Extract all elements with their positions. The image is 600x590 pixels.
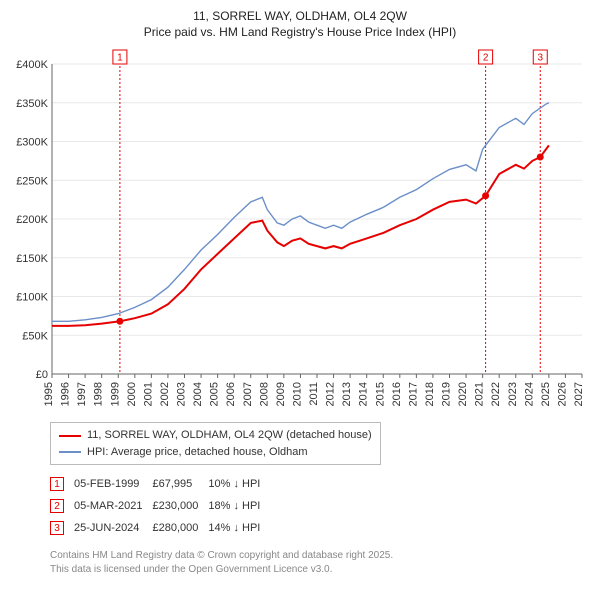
transaction-marker: 3: [50, 521, 64, 535]
svg-text:2000: 2000: [126, 382, 138, 406]
chart-container: 11, SORREL WAY, OLDHAM, OL4 2QW Price pa…: [0, 0, 600, 586]
svg-text:2023: 2023: [507, 382, 519, 406]
svg-text:2015: 2015: [374, 382, 386, 406]
transaction-price: £230,000: [152, 495, 208, 517]
svg-text:£150K: £150K: [16, 253, 48, 265]
svg-text:2002: 2002: [159, 382, 171, 406]
svg-text:£250K: £250K: [16, 176, 48, 188]
plot-area: £0 £50K £100K £150K £200K £250K £300K £350K £400…: [10, 46, 590, 416]
svg-text:2007: 2007: [242, 382, 254, 406]
footer-line-1: Contains HM Land Registry data © Crown c…: [50, 549, 590, 563]
legend-swatch: [59, 435, 81, 437]
title-line-1: 11, SORREL WAY, OLDHAM, OL4 2QW: [10, 8, 590, 24]
svg-text:1996: 1996: [60, 382, 72, 406]
svg-text:£400K: £400K: [16, 59, 48, 71]
footer-note: Contains HM Land Registry data © Crown c…: [50, 549, 590, 576]
svg-text:2019: 2019: [441, 382, 453, 406]
svg-text:2012: 2012: [325, 382, 337, 406]
series-hpi: [52, 103, 549, 321]
table-row: 3 25-JUN-2024£280,00014% ↓ HPI: [50, 517, 270, 539]
svg-text:2026: 2026: [556, 382, 568, 406]
svg-text:2003: 2003: [176, 382, 188, 406]
svg-text:2008: 2008: [258, 382, 270, 406]
svg-text:2016: 2016: [391, 382, 403, 406]
svg-text:2: 2: [483, 53, 489, 64]
title-line-2: Price paid vs. HM Land Registry's House …: [10, 24, 590, 40]
svg-text:2005: 2005: [209, 382, 221, 406]
svg-text:2014: 2014: [358, 382, 370, 406]
transactions-table: 1 05-FEB-1999£67,99510% ↓ HPI 2 05-MAR-2021…: [50, 473, 270, 539]
legend: 11, SORREL WAY, OLDHAM, OL4 2QW (detache…: [50, 422, 381, 465]
svg-text:£100K: £100K: [16, 292, 48, 304]
svg-text:2020: 2020: [457, 382, 469, 406]
svg-text:1999: 1999: [109, 382, 121, 406]
svg-text:2004: 2004: [192, 382, 204, 406]
transaction-marker: 1: [50, 477, 64, 491]
legend-label: 11, SORREL WAY, OLDHAM, OL4 2QW (detache…: [87, 427, 372, 444]
svg-text:2011: 2011: [308, 382, 320, 406]
transaction-delta: 18% ↓ HPI: [208, 495, 270, 517]
transaction-date: 05-MAR-2021: [74, 495, 152, 517]
svg-text:£200K: £200K: [16, 214, 48, 226]
chart-svg: £0 £50K £100K £150K £200K £250K £300K £350K £400…: [10, 46, 590, 416]
svg-text:2010: 2010: [291, 382, 303, 406]
svg-text:2027: 2027: [573, 382, 585, 406]
transaction-point: [537, 154, 544, 161]
svg-text:2024: 2024: [523, 382, 535, 406]
legend-swatch: [59, 451, 81, 453]
legend-label: HPI: Average price, detached house, Oldh…: [87, 444, 308, 461]
svg-text:2001: 2001: [142, 382, 154, 406]
svg-text:2006: 2006: [225, 382, 237, 406]
transaction-price: £280,000: [152, 517, 208, 539]
legend-item: 11, SORREL WAY, OLDHAM, OL4 2QW (detache…: [59, 427, 372, 444]
transaction-price: £67,995: [152, 473, 208, 495]
transaction-delta: 14% ↓ HPI: [208, 517, 270, 539]
svg-text:£0: £0: [36, 369, 48, 381]
transaction-delta: 10% ↓ HPI: [208, 473, 270, 495]
svg-text:1997: 1997: [76, 382, 88, 406]
series-price_paid: [52, 146, 549, 327]
svg-text:2009: 2009: [275, 382, 287, 406]
legend-item: HPI: Average price, detached house, Oldh…: [59, 444, 372, 461]
svg-text:2013: 2013: [341, 382, 353, 406]
transaction-point: [482, 193, 489, 200]
svg-text:3: 3: [537, 53, 543, 64]
svg-text:1995: 1995: [43, 382, 55, 406]
svg-text:2018: 2018: [424, 382, 436, 406]
table-row: 2 05-MAR-2021£230,00018% ↓ HPI: [50, 495, 270, 517]
svg-text:2025: 2025: [540, 382, 552, 406]
svg-text:£350K: £350K: [16, 98, 48, 110]
transaction-point: [116, 318, 123, 325]
svg-text:1: 1: [117, 53, 123, 64]
transaction-marker: 2: [50, 499, 64, 513]
footer-line-2: This data is licensed under the Open Gov…: [50, 563, 590, 577]
svg-text:£50K: £50K: [22, 331, 48, 343]
chart-title: 11, SORREL WAY, OLDHAM, OL4 2QW Price pa…: [10, 8, 590, 40]
transaction-date: 05-FEB-1999: [74, 473, 152, 495]
svg-text:2022: 2022: [490, 382, 502, 406]
transaction-date: 25-JUN-2024: [74, 517, 152, 539]
svg-text:2017: 2017: [407, 382, 419, 406]
svg-text:1998: 1998: [93, 382, 105, 406]
svg-text:£300K: £300K: [16, 137, 48, 149]
table-row: 1 05-FEB-1999£67,99510% ↓ HPI: [50, 473, 270, 495]
svg-text:2021: 2021: [474, 382, 486, 406]
